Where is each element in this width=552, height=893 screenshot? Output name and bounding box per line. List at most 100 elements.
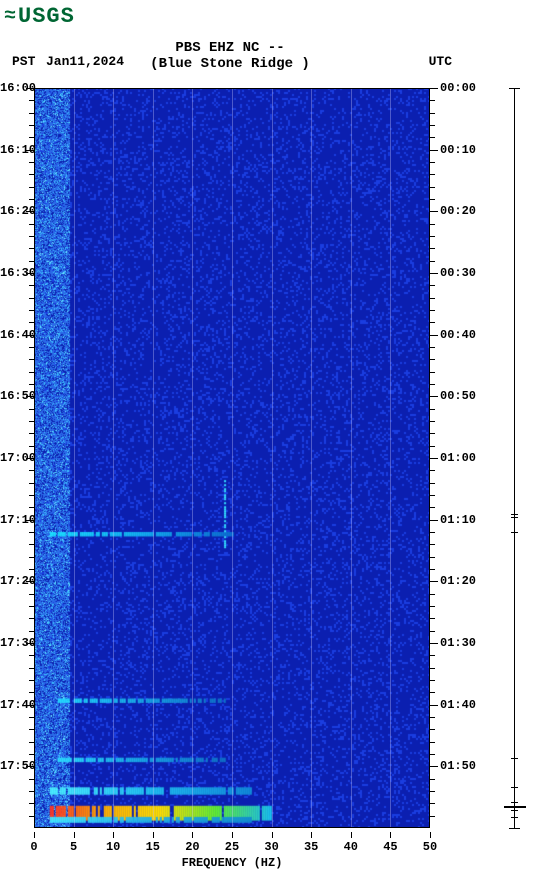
y-tick-label-right: 01:40 xyxy=(440,698,476,712)
x-tick xyxy=(311,832,312,838)
y-tick-right xyxy=(430,335,438,336)
x-tick xyxy=(390,832,391,838)
y-minor-tick xyxy=(29,298,34,299)
y-minor-tick xyxy=(430,446,435,447)
side-mark xyxy=(511,758,518,759)
x-tick-label: 35 xyxy=(304,840,318,854)
y-minor-tick xyxy=(29,717,34,718)
y-minor-tick xyxy=(29,236,34,237)
side-mark xyxy=(511,817,518,818)
y-minor-tick xyxy=(29,754,34,755)
x-tick-label: 20 xyxy=(185,840,199,854)
y-minor-tick xyxy=(29,224,34,225)
y-minor-tick xyxy=(430,261,435,262)
y-minor-tick xyxy=(430,668,435,669)
y-minor-tick xyxy=(29,803,34,804)
page: { "logo": {"wave": "≈", "text": "USGS", … xyxy=(0,0,552,893)
y-tick-right xyxy=(430,211,438,212)
y-minor-tick xyxy=(430,298,435,299)
y-minor-tick xyxy=(430,199,435,200)
gridline xyxy=(272,88,273,828)
x-tick xyxy=(272,832,273,838)
y-minor-tick xyxy=(430,372,435,373)
y-tick-right xyxy=(430,458,438,459)
y-minor-tick xyxy=(430,100,435,101)
y-tick-label-right: 01:20 xyxy=(440,574,476,588)
y-tick-label-right: 00:00 xyxy=(440,81,476,95)
y-tick-label-left: 17:50 xyxy=(0,759,36,773)
y-minor-tick xyxy=(430,236,435,237)
y-tick-right xyxy=(430,643,438,644)
y-tick-right xyxy=(430,581,438,582)
x-tick xyxy=(232,832,233,838)
y-tick-label-left: 16:30 xyxy=(0,266,36,280)
y-minor-tick xyxy=(430,409,435,410)
y-minor-tick xyxy=(430,742,435,743)
side-trace xyxy=(502,88,532,828)
y-minor-tick xyxy=(29,557,34,558)
y-minor-tick xyxy=(430,483,435,484)
y-tick-label-left: 17:00 xyxy=(0,451,36,465)
x-axis: 05101520253035404550 FREQUENCY (HZ) xyxy=(34,832,430,872)
y-minor-tick xyxy=(29,347,34,348)
y-tick-right xyxy=(430,766,438,767)
y-tick-label-right: 00:30 xyxy=(440,266,476,280)
y-tick-label-left: 16:00 xyxy=(0,81,36,95)
logo-text: USGS xyxy=(18,4,75,29)
side-mark xyxy=(511,514,518,515)
y-tick-label-right: 00:50 xyxy=(440,389,476,403)
y-minor-tick xyxy=(430,322,435,323)
y-minor-tick xyxy=(430,729,435,730)
y-minor-tick xyxy=(29,816,34,817)
y-minor-tick xyxy=(29,359,34,360)
y-minor-tick xyxy=(29,791,34,792)
y-minor-tick xyxy=(29,162,34,163)
y-minor-tick xyxy=(29,199,34,200)
y-minor-tick xyxy=(430,816,435,817)
y-minor-tick xyxy=(430,618,435,619)
y-minor-tick xyxy=(29,285,34,286)
y-minor-tick xyxy=(29,668,34,669)
y-minor-tick xyxy=(29,532,34,533)
gridline xyxy=(232,88,233,828)
y-minor-tick xyxy=(430,421,435,422)
y-minor-tick xyxy=(29,483,34,484)
y-minor-tick xyxy=(430,532,435,533)
y-minor-tick xyxy=(430,162,435,163)
y-minor-tick xyxy=(430,803,435,804)
side-mark xyxy=(511,810,518,811)
gridline xyxy=(153,88,154,828)
y-minor-tick xyxy=(430,692,435,693)
x-tick-label: 30 xyxy=(264,840,278,854)
y-tick-label-right: 01:30 xyxy=(440,636,476,650)
y-tick-label-right: 01:50 xyxy=(440,759,476,773)
gridline xyxy=(351,88,352,828)
y-minor-tick xyxy=(430,285,435,286)
x-tick xyxy=(34,832,35,838)
x-tick-label: 15 xyxy=(146,840,160,854)
y-minor-tick xyxy=(29,310,34,311)
x-tick-label: 45 xyxy=(383,840,397,854)
y-minor-tick xyxy=(430,544,435,545)
y-minor-tick xyxy=(29,384,34,385)
x-tick-label: 50 xyxy=(423,840,437,854)
y-minor-tick xyxy=(29,569,34,570)
side-mark xyxy=(511,532,518,533)
y-minor-tick xyxy=(29,372,34,373)
utc-label: UTC xyxy=(429,54,452,69)
y-minor-tick xyxy=(430,113,435,114)
y-minor-tick xyxy=(29,495,34,496)
spectrogram-plot xyxy=(34,88,430,828)
x-tick-label: 0 xyxy=(30,840,37,854)
y-minor-tick xyxy=(430,359,435,360)
y-minor-tick xyxy=(430,310,435,311)
y-tick-label-left: 17:10 xyxy=(0,513,36,527)
y-tick-right xyxy=(430,150,438,151)
y-minor-tick xyxy=(29,680,34,681)
side-mark xyxy=(511,517,518,518)
y-minor-tick xyxy=(29,137,34,138)
y-minor-tick xyxy=(430,433,435,434)
y-tick-label-right: 00:40 xyxy=(440,328,476,342)
y-minor-tick xyxy=(430,655,435,656)
y-minor-tick xyxy=(430,347,435,348)
